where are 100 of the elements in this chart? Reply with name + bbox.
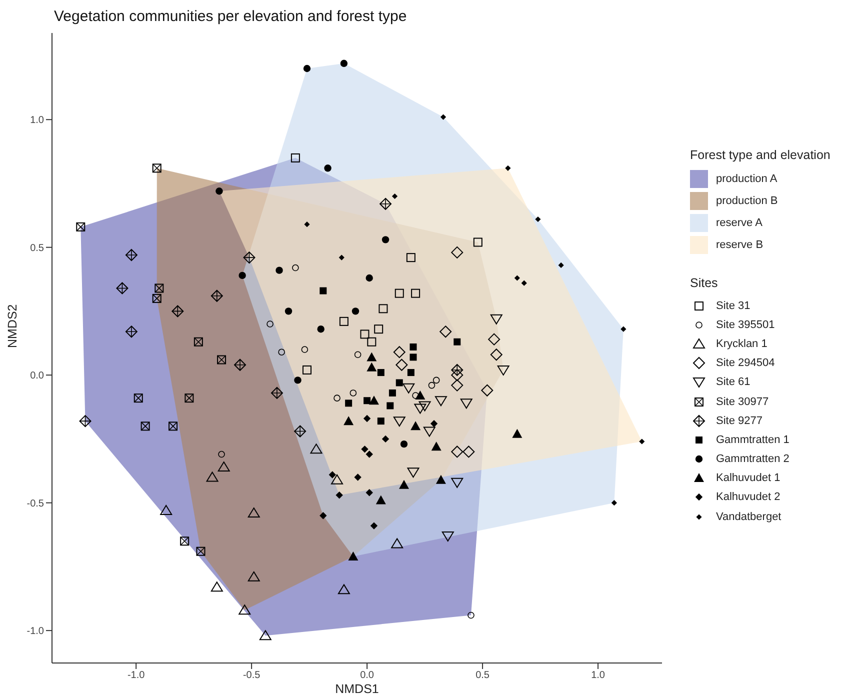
point <box>442 532 454 542</box>
point <box>451 478 464 488</box>
point <box>140 422 150 431</box>
point <box>270 386 283 399</box>
point <box>334 394 340 402</box>
point <box>290 153 300 162</box>
point <box>436 474 446 484</box>
point <box>339 316 348 326</box>
x-tick-label: -0.5 <box>242 670 261 682</box>
point <box>370 522 378 530</box>
point <box>391 538 404 548</box>
point <box>521 280 527 286</box>
point <box>378 304 388 314</box>
point <box>620 326 626 332</box>
legend-label: Krycklan 1 <box>716 338 768 350</box>
point <box>210 582 223 592</box>
chart-title: Vegetation communities per elevation and forest type <box>54 8 407 25</box>
point <box>428 382 436 389</box>
x-axis-title: NMDS1 <box>335 682 379 696</box>
point <box>393 416 406 427</box>
point <box>374 324 384 334</box>
point <box>172 305 184 318</box>
point <box>328 471 336 478</box>
point <box>304 222 310 228</box>
point <box>184 394 194 403</box>
point <box>611 500 617 506</box>
point <box>432 376 440 384</box>
point <box>377 369 384 376</box>
legend-label: Site 31 <box>716 300 750 312</box>
point <box>160 504 172 515</box>
legend-label: Site 61 <box>716 376 750 388</box>
point <box>639 438 645 444</box>
point <box>434 396 447 406</box>
x-tick-label: 1.0 <box>591 670 606 682</box>
legend-label: reserve B <box>716 239 764 251</box>
legend-label: production A <box>716 173 778 185</box>
point <box>134 394 143 403</box>
point <box>388 389 396 396</box>
point <box>382 236 390 244</box>
point <box>292 264 299 272</box>
point <box>400 440 408 448</box>
point <box>301 346 308 353</box>
x-tick-label: 0.5 <box>476 670 490 682</box>
point <box>396 358 408 371</box>
y-tick-label: 0.0 <box>30 370 44 382</box>
point <box>238 604 251 615</box>
point <box>488 333 500 346</box>
point <box>168 422 178 431</box>
point <box>331 474 344 484</box>
point <box>451 369 464 382</box>
point <box>294 425 306 438</box>
point <box>505 165 511 171</box>
point <box>266 320 274 328</box>
legend-label: Kalhuvudet 2 <box>716 491 780 504</box>
point <box>125 326 138 338</box>
point <box>154 284 164 293</box>
point <box>324 164 332 172</box>
legend-label: Site 294504 <box>716 357 775 370</box>
point <box>125 249 138 262</box>
point <box>407 468 420 478</box>
legend-label: Site 395501 <box>716 318 775 331</box>
point <box>302 365 312 374</box>
point <box>352 308 360 315</box>
point <box>514 275 520 281</box>
point <box>367 337 376 346</box>
point <box>248 508 260 518</box>
y-tick-label: 1.0 <box>30 115 44 126</box>
point <box>345 400 352 407</box>
point <box>535 216 541 222</box>
point <box>382 435 390 443</box>
point <box>481 384 494 396</box>
point <box>558 262 564 268</box>
point <box>414 404 426 414</box>
point <box>284 308 292 315</box>
legend-label: reserve A <box>716 217 762 229</box>
point <box>454 338 461 346</box>
point <box>366 489 373 496</box>
point <box>361 446 368 453</box>
point <box>393 346 406 358</box>
point <box>310 444 322 454</box>
point <box>411 288 420 298</box>
point <box>218 450 225 458</box>
legend-label: Gammtratten 2 <box>716 453 790 466</box>
point <box>238 272 246 280</box>
legend-label: Kalhuvudet 1 <box>716 472 780 484</box>
x-tick-label: -1.0 <box>127 670 146 682</box>
point <box>490 348 502 361</box>
point <box>354 474 362 481</box>
point <box>278 348 285 356</box>
point <box>410 343 417 350</box>
point <box>377 418 384 425</box>
point <box>348 551 358 560</box>
point <box>473 238 482 247</box>
legend-label: Site 9277 <box>716 414 762 427</box>
point <box>216 188 223 195</box>
point <box>259 630 272 640</box>
point <box>248 571 260 582</box>
point <box>468 612 474 619</box>
point <box>451 379 464 392</box>
point <box>396 379 403 386</box>
